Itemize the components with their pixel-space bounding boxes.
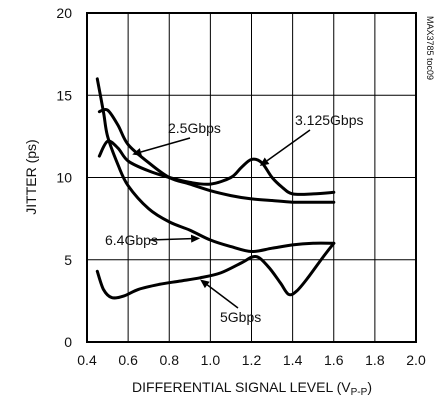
y-tick-label: 0 (64, 334, 72, 350)
x-tick-label: 2.0 (406, 352, 426, 368)
x-tick-label: 1.0 (201, 352, 221, 368)
annotation-arrows (132, 129, 311, 309)
series-line-6-4gbps (95, 77, 336, 254)
series-curves (95, 77, 336, 300)
series-line-3-125gbps (97, 139, 336, 196)
x-tick-label: 1.8 (365, 352, 385, 368)
annotation-arrow-line (149, 237, 192, 241)
label-2.5gbps: 2.5Gbps (168, 120, 221, 136)
x-tick-label: 1.6 (324, 352, 344, 368)
y-tick-label: 15 (56, 87, 72, 103)
annotation-arrowhead (132, 148, 142, 156)
x-tick-label: 1.4 (283, 352, 303, 368)
y-tick-label: 20 (56, 5, 72, 21)
label-5gbps: 5Gbps (220, 309, 261, 325)
annotation-arrowhead (200, 279, 210, 289)
annotation-arrow-line (206, 284, 239, 309)
figure-id-label: MAX3785 toc09 (425, 16, 435, 80)
annotation-arrowhead (190, 234, 201, 243)
annotation-arrow-line (266, 129, 311, 162)
series-line-5gbps (95, 241, 336, 300)
y-tick-label: 10 (56, 170, 72, 186)
series-line-2-5gbps (97, 107, 336, 204)
annotation-arrowhead (259, 157, 270, 166)
x-tick-label: 0.6 (118, 352, 138, 368)
x-axis-title: DIFFERENTIAL SIGNAL LEVEL (VP-P) (132, 379, 372, 398)
label-3.125gbps: 3.125Gbps (295, 112, 364, 128)
annotation-arrow-line (140, 137, 191, 153)
plot-frame (86, 12, 417, 343)
x-tick-label: 0.4 (77, 352, 97, 368)
y-tick-label: 5 (64, 252, 72, 268)
y-tick-labels: 0 5 10 15 20 (56, 5, 72, 350)
x-tick-label: 1.2 (242, 352, 262, 368)
x-tick-label: 0.8 (160, 352, 180, 368)
y-axis-title: JITTER (ps) (23, 139, 39, 214)
grid (87, 13, 416, 342)
x-tick-labels: 0.4 0.6 0.8 1.0 1.2 1.4 1.6 1.8 2.0 (77, 352, 426, 368)
label-6.4gbps: 6.4Gbps (105, 232, 158, 248)
